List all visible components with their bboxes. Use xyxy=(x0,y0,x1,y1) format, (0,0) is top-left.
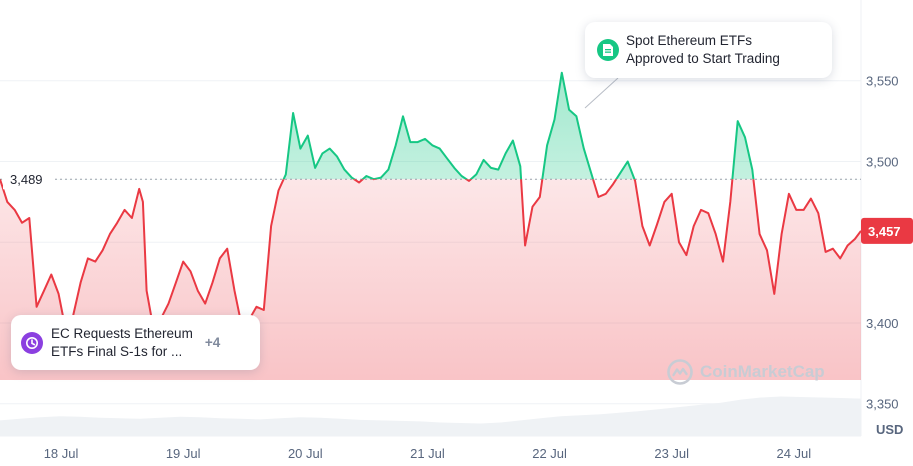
coinmarketcap-logo-icon xyxy=(667,359,693,385)
x-axis: 18 Jul 19 Jul 20 Jul 21 Jul 22 Jul 23 Jul 24 J… xyxy=(44,446,812,461)
event-title-line1: EC Requests Ethereum xyxy=(51,325,193,341)
x-tick-label: 19 Jul xyxy=(166,446,201,461)
reference-price-label: 3,489 xyxy=(3,169,55,190)
reference-price-value: 3,489 xyxy=(10,172,43,187)
x-tick-label: 18 Jul xyxy=(44,446,79,461)
event-card-etf-approved[interactable]: Spot Ethereum ETFs Approved to Start Tra… xyxy=(585,22,832,78)
event-card-ec-requests[interactable]: EC Requests Ethereum ETFs Final S-1s for… xyxy=(11,315,260,370)
y-axis-unit: USD xyxy=(876,422,903,437)
clock-icon xyxy=(21,331,43,354)
price-line xyxy=(0,71,861,332)
x-tick-label: 20 Jul xyxy=(288,446,323,461)
x-tick-label: 21 Jul xyxy=(410,446,445,461)
current-price-label: 3,457 xyxy=(861,217,913,244)
volume-shape xyxy=(0,396,861,436)
coinmarketcap-watermark: CoinMarketCap xyxy=(666,358,825,386)
more-events-count[interactable]: +4 xyxy=(204,335,221,350)
y-tick-label: 3,550 xyxy=(866,74,899,89)
y-tick-label: 3,400 xyxy=(866,316,899,331)
event-connector xyxy=(584,77,619,109)
y-tick-label: 3,500 xyxy=(866,154,899,169)
price-line-below xyxy=(0,179,861,332)
event-title-line1: Spot Ethereum ETFs xyxy=(626,33,753,48)
area-above-reference xyxy=(0,72,861,180)
event-title-line2: ETFs Final S-1s for ... xyxy=(51,343,183,359)
current-price-value: 3,457 xyxy=(868,224,901,239)
volume-area xyxy=(0,396,861,436)
x-tick-label: 24 Jul xyxy=(776,446,811,461)
event-connectors xyxy=(584,77,619,109)
y-tick-label: 3,350 xyxy=(866,397,899,412)
x-tick-label: 23 Jul xyxy=(654,446,689,461)
y-axis: 3,550 3,500 3,400 3,350 xyxy=(866,74,899,412)
watermark-text: CoinMarketCap xyxy=(700,362,825,381)
x-tick-label: 22 Jul xyxy=(532,446,567,461)
event-title-line2: Approved to Start Trading xyxy=(626,51,780,66)
price-line-above xyxy=(0,71,755,180)
document-icon xyxy=(597,39,619,61)
